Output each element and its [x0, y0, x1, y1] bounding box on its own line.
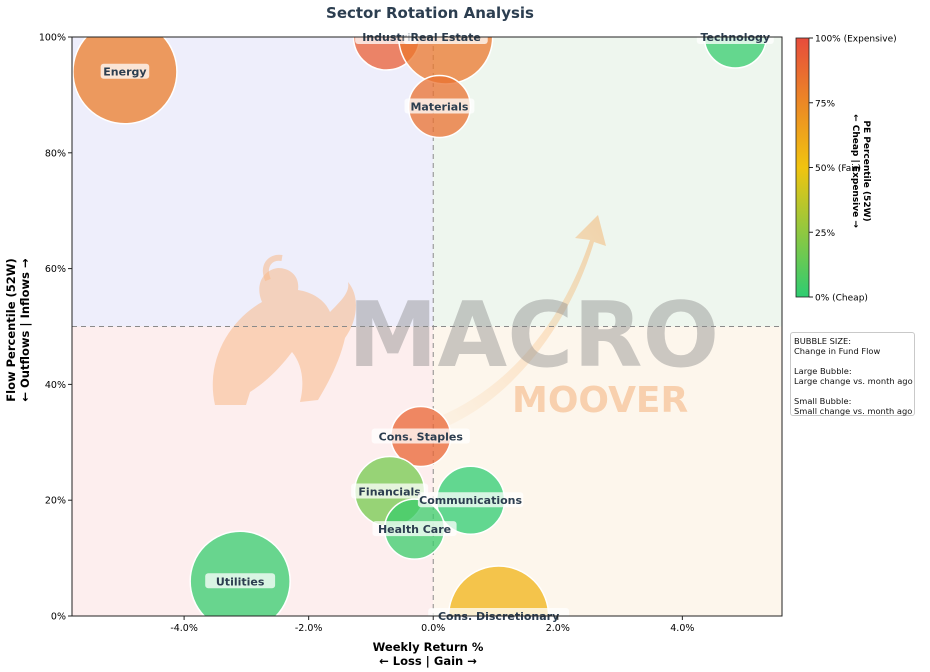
legend-line: Large change vs. month ago — [794, 376, 913, 386]
watermark-moover-text: MOOVER — [512, 380, 688, 421]
y-tick-label: 80% — [45, 148, 66, 159]
y-axis-label-line1: Flow Percentile (52W) — [4, 258, 18, 402]
bubble-label-background — [100, 63, 150, 79]
y-axis-label: Flow Percentile (52W) ← Outflows | Inflo… — [4, 150, 32, 510]
quadrant-divider-lines — [72, 37, 782, 616]
watermark-macro-text: MACRO — [348, 283, 719, 388]
quadrant-top-right — [433, 37, 782, 327]
x-tick-label: 0.0% — [421, 623, 445, 634]
x-tick-label: -4.0% — [170, 623, 198, 634]
y-tick-label: 40% — [45, 380, 66, 391]
y-axis-label-line2: ← Outflows | Inflows → — [18, 258, 32, 402]
y-tick-label: 20% — [45, 496, 66, 507]
legend-line: Change in Fund Flow — [794, 346, 881, 356]
bubble-label: Communications — [419, 494, 522, 507]
colorbar-title: PE Percentile (52W) ← Cheap | Expensive … — [849, 71, 871, 271]
bubble-label-background — [205, 573, 276, 589]
colorbar-tick-label: 0% (Cheap) — [815, 294, 868, 304]
colorbar-tick-label: 100% (Expensive) — [815, 35, 897, 45]
colorbar-tick-label: 50% (Fair) — [815, 164, 861, 174]
x-axis-label-line2: ← Loss | Gain → — [379, 654, 477, 668]
legend-line: Large Bubble: — [794, 366, 852, 376]
bubble-label-background — [417, 492, 524, 508]
sector-bubble — [703, 37, 768, 69]
plot-axes: -4.0% -2.0% 0.0% 2.0% 4.0% 0% 20% 40% 60% 80% 100% — [39, 33, 783, 634]
bubble-label: Financials — [358, 486, 421, 499]
colorbar-tick-label: 25% — [815, 229, 835, 239]
bubble-label-background — [351, 483, 429, 499]
legend-line: Small change vs. month ago — [794, 406, 913, 416]
x-tick-label: 2.0% — [546, 623, 570, 634]
y-tick-label: 100% — [39, 33, 66, 44]
colorbar-title-line2: ← Cheap | Expensive → — [850, 114, 860, 228]
x-axis-label: Weekly Return % ← Loss | Gain → — [228, 640, 628, 668]
colorbar-gradient — [795, 37, 810, 298]
sector-bubble — [72, 37, 178, 125]
bubble-label-background — [404, 98, 475, 114]
bubble-label: Utilities — [216, 575, 265, 588]
chart-title: Sector Rotation Analysis — [326, 4, 534, 22]
x-tick-label: -2.0% — [295, 623, 323, 634]
pe-colorbar: 0% (Cheap) 25% 50% (Fair) 75% 100% (Expensiv… — [795, 35, 897, 304]
macro-moover-watermark: MACRO MOOVER — [212, 215, 719, 432]
bubble-label: Energy — [103, 66, 146, 79]
bubble-label: Materials — [410, 100, 468, 113]
y-tick-label: 0% — [51, 612, 66, 623]
sector-bubble — [447, 565, 550, 616]
bubble-label-background — [372, 521, 457, 537]
colorbar-tick-label: 75% — [815, 99, 835, 109]
legend-line: BUBBLE SIZE: — [794, 336, 852, 346]
bubble-label-background — [371, 428, 470, 444]
y-tick-label: 60% — [45, 264, 66, 275]
legend-line: Small Bubble: — [794, 396, 852, 406]
x-axis-label-line1: Weekly Return % — [372, 640, 484, 654]
x-tick-label: 4.0% — [670, 623, 694, 634]
bubble-label: Cons. Staples — [379, 431, 464, 444]
plot-frame — [71, 36, 783, 617]
bubble-size-legend: BUBBLE SIZE: Change in Fund Flow Large B… — [790, 332, 915, 416]
colorbar-title-line1: PE Percentile (52W) — [861, 120, 871, 222]
bubble-label: Health Care — [378, 523, 451, 536]
